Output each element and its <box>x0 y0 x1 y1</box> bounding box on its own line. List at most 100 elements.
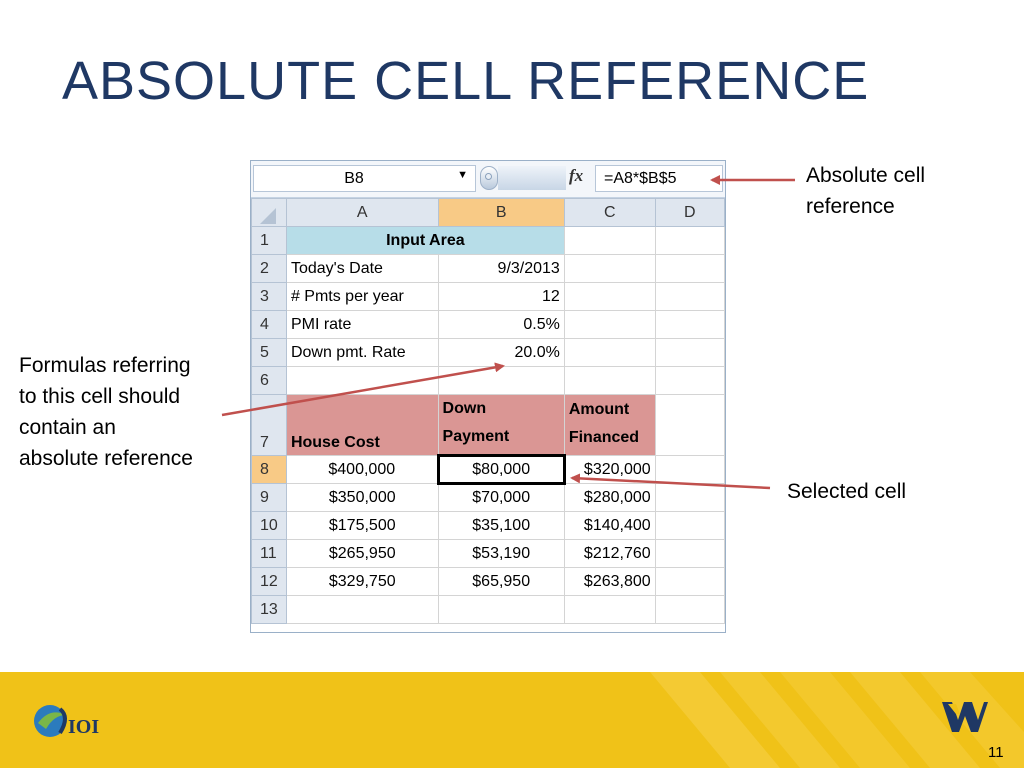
table-row: 3 # Pmts per year 12 <box>251 282 725 311</box>
select-all-triangle-icon <box>260 207 276 224</box>
cell[interactable]: $350,000 <box>285 483 439 512</box>
row-header[interactable]: 13 <box>251 595 287 624</box>
slide-title: ABSOLUTE CELL REFERENCE <box>62 51 870 111</box>
column-label-down-payment[interactable]: Down Payment <box>437 394 565 456</box>
column-header-a[interactable]: A <box>285 198 439 227</box>
row-header[interactable]: 9 <box>251 483 287 512</box>
cell[interactable]: 0.5% <box>437 310 565 339</box>
cell[interactable]: # Pmts per year <box>285 282 439 311</box>
row-header[interactable]: 10 <box>251 511 287 540</box>
cell[interactable] <box>563 595 656 624</box>
cell[interactable] <box>437 366 565 395</box>
row-header[interactable]: 6 <box>251 366 287 395</box>
cell[interactable] <box>654 511 725 540</box>
formula-bar-splitter[interactable] <box>480 166 498 190</box>
callout-selected-cell: Selected cell <box>787 480 907 503</box>
cell[interactable] <box>563 310 656 339</box>
row-header[interactable]: 1 <box>251 226 287 255</box>
cell[interactable] <box>654 366 725 395</box>
cell[interactable]: $400,000 <box>285 455 439 484</box>
cell[interactable] <box>654 226 725 255</box>
cell[interactable]: $212,760 <box>563 539 656 568</box>
cell[interactable] <box>437 595 565 624</box>
cell[interactable] <box>563 282 656 311</box>
cell[interactable]: $265,950 <box>285 539 439 568</box>
cell[interactable] <box>654 595 725 624</box>
fx-icon[interactable]: fx <box>569 166 584 185</box>
column-header-b[interactable]: B <box>437 198 565 227</box>
cell[interactable] <box>654 282 725 311</box>
cell[interactable] <box>285 595 439 624</box>
row-header[interactable]: 11 <box>251 539 287 568</box>
sioi-logo: IOI <box>34 705 99 738</box>
cell[interactable]: $53,190 <box>437 539 565 568</box>
table-row: 2 Today's Date 9/3/2013 <box>251 254 725 283</box>
cell[interactable] <box>654 567 725 596</box>
cell[interactable]: 9/3/2013 <box>437 254 565 283</box>
footer-stripes <box>650 672 1024 768</box>
table-row: 6 <box>251 366 725 395</box>
column-label-house-cost[interactable]: House Cost <box>285 394 439 456</box>
cell[interactable]: $263,800 <box>563 567 656 596</box>
input-area-header[interactable]: Input Area <box>285 226 565 255</box>
dropdown-arrow-icon[interactable]: ▼ <box>457 169 468 181</box>
table-row: 12 $329,750 $65,950 $263,800 <box>251 567 725 596</box>
row-header[interactable]: 5 <box>251 338 287 367</box>
cell[interactable]: $320,000 <box>563 455 656 484</box>
selected-cell[interactable]: $80,000 <box>436 454 566 485</box>
cell[interactable] <box>654 310 725 339</box>
row-header[interactable]: 12 <box>251 567 287 596</box>
cell[interactable] <box>563 366 656 395</box>
cell[interactable] <box>285 366 439 395</box>
select-all-corner[interactable] <box>251 198 287 227</box>
callout-absolute-reference: Absolute cell reference <box>806 164 926 218</box>
formula-bar-separator <box>498 166 566 190</box>
cell[interactable]: $65,950 <box>437 567 565 596</box>
row-header[interactable]: 2 <box>251 254 287 283</box>
table-row: 11 $265,950 $53,190 $212,760 <box>251 539 725 568</box>
name-box-value: B8 <box>344 170 364 187</box>
callout-formulas: Formulas referring to this cell should c… <box>19 354 193 470</box>
cell[interactable]: 12 <box>437 282 565 311</box>
row-header[interactable]: 4 <box>251 310 287 339</box>
cell[interactable] <box>563 226 656 255</box>
table-row: 7 House Cost Down Payment Amount Finance… <box>251 394 725 456</box>
cell[interactable]: $140,400 <box>563 511 656 540</box>
row-header[interactable]: 7 <box>251 394 287 456</box>
cell[interactable]: Today's Date <box>285 254 439 283</box>
row-header[interactable]: 3 <box>251 282 287 311</box>
cell[interactable]: $329,750 <box>285 567 439 596</box>
down-pmt-rate-cell[interactable]: 20.0% <box>437 338 565 367</box>
column-header-row: A B C D <box>251 198 725 227</box>
svg-text:IOI: IOI <box>68 716 99 738</box>
cell[interactable] <box>563 254 656 283</box>
cell[interactable]: $280,000 <box>563 483 656 512</box>
formula-input[interactable]: =A8*$B$5 <box>595 165 723 192</box>
wv-logo <box>942 702 988 732</box>
cell[interactable]: $70,000 <box>437 483 565 512</box>
cell[interactable] <box>654 338 725 367</box>
formula-text: =A8*$B$5 <box>604 170 677 187</box>
row-header-selected[interactable]: 8 <box>251 455 287 484</box>
cell[interactable] <box>654 394 725 456</box>
cell[interactable] <box>563 338 656 367</box>
cell[interactable] <box>654 539 725 568</box>
splitter-handle-icon <box>485 173 492 180</box>
cell[interactable] <box>654 254 725 283</box>
column-header-d[interactable]: D <box>654 198 725 227</box>
cell[interactable]: PMI rate <box>285 310 439 339</box>
footer-band: IOI 11 <box>0 672 1024 768</box>
column-header-c[interactable]: C <box>563 198 656 227</box>
name-box[interactable]: B8 ▼ <box>253 165 476 192</box>
cell[interactable]: $35,100 <box>437 511 565 540</box>
cell[interactable]: $175,500 <box>285 511 439 540</box>
table-row: 9 $350,000 $70,000 $280,000 <box>251 483 725 512</box>
table-row: 1 Input Area <box>251 226 725 255</box>
cell[interactable]: Down pmt. Rate <box>285 338 439 367</box>
table-row: 5 Down pmt. Rate 20.0% <box>251 338 725 367</box>
column-label-amount-financed[interactable]: Amount Financed <box>563 394 656 456</box>
table-row: 4 PMI rate 0.5% <box>251 310 725 339</box>
table-row: 10 $175,500 $35,100 $140,400 <box>251 511 725 540</box>
cell[interactable] <box>654 483 725 512</box>
cell[interactable] <box>654 455 725 484</box>
